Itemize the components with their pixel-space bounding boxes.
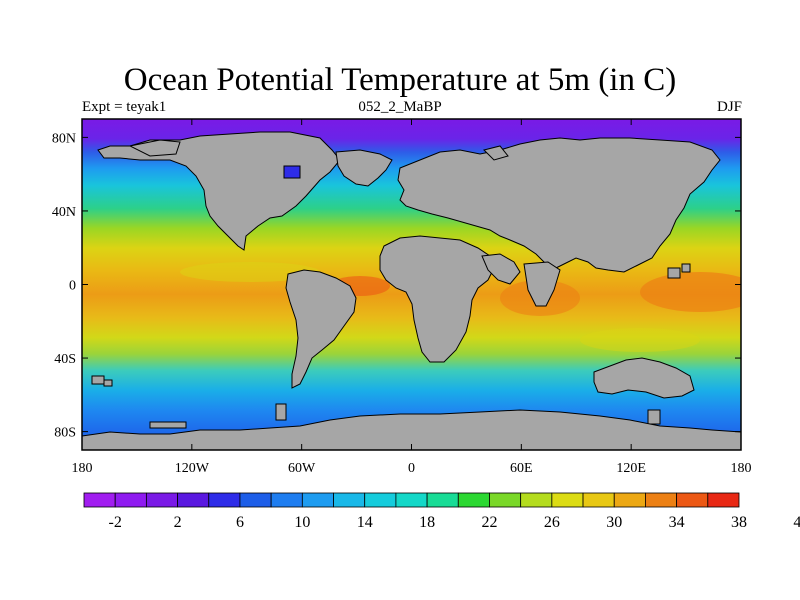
- colorbar-swatch: [177, 492, 210, 508]
- lon-tick-label: 180: [731, 461, 752, 476]
- colorbar-swatch: [395, 492, 428, 508]
- colorbar-swatch: [457, 492, 490, 508]
- lat-tick-label: 80S: [54, 426, 76, 441]
- lat-tick-label: 80N: [52, 131, 76, 146]
- colorbar-swatch: [145, 492, 178, 508]
- colorbar-swatch: [239, 492, 272, 508]
- colorbar: -226101418222630343842: [83, 492, 800, 531]
- land-masses: [82, 131, 741, 450]
- colorbar-label: -2: [109, 514, 122, 531]
- colorbar-swatch: [707, 492, 740, 508]
- antarctica: [82, 409, 741, 450]
- colorbar-swatch: [489, 492, 522, 508]
- colorbar-swatch: [208, 492, 241, 508]
- north-america: [97, 131, 341, 251]
- colorbar-swatch: [333, 492, 366, 508]
- eurasia: [397, 137, 721, 273]
- lat-tick-label: 40N: [52, 205, 76, 220]
- lat-tick-label: 40S: [54, 352, 76, 367]
- colorbar-label: 6: [236, 514, 244, 531]
- map-title: Ocean Potential Temperature at 5m (in C): [123, 62, 677, 98]
- colorbar-label: 30: [606, 514, 622, 531]
- colorbar-swatch: [83, 492, 116, 508]
- colorbar-swatch: [676, 492, 709, 508]
- experiment-label: Expt = teyak1: [82, 99, 167, 115]
- colorbar-label: 38: [731, 514, 747, 531]
- colorbar-swatch: [582, 492, 615, 508]
- lon-tick-label: 120W: [175, 461, 210, 476]
- greenland: [335, 149, 393, 187]
- temperature-field: [82, 119, 741, 450]
- colorbar-swatch: [613, 492, 646, 508]
- colorbar-swatch: [426, 492, 459, 508]
- period-label: 052_2_MaBP: [358, 99, 442, 115]
- lat-tick-label: 0: [69, 279, 76, 294]
- arabia: [481, 253, 521, 285]
- colorbar-swatch: [551, 492, 584, 508]
- colorbar-swatch: [270, 492, 303, 508]
- colorbar-swatch: [364, 492, 397, 508]
- colorbar-label: 18: [419, 514, 435, 531]
- season-label: DJF: [716, 99, 742, 115]
- lon-ticks: 180 120W 60W 0 60E 120E 180: [72, 119, 752, 476]
- colorbar-swatch: [645, 492, 678, 508]
- colorbar-label: 22: [481, 514, 497, 531]
- lon-tick-label: 0: [408, 461, 415, 476]
- lat-ticks: 80N 40N 0 40S 80S: [52, 131, 741, 441]
- india: [523, 261, 561, 307]
- colorbar-swatch: [114, 492, 147, 508]
- south-america: [285, 269, 357, 389]
- colorbar-swatch: [520, 492, 553, 508]
- lon-tick-label: 60E: [510, 461, 533, 476]
- colorbar-label: 34: [669, 514, 685, 531]
- lon-tick-label: 60W: [288, 461, 316, 476]
- colorbar-label: 42: [793, 514, 800, 531]
- colorbar-label: 10: [294, 514, 310, 531]
- australia: [593, 357, 695, 399]
- colorbar-label: 26: [544, 514, 560, 531]
- lon-tick-label: 120E: [616, 461, 646, 476]
- lon-tick-label: 180: [72, 461, 93, 476]
- africa: [379, 235, 495, 363]
- colorbar-label: 14: [357, 514, 373, 531]
- colorbar-label: 2: [174, 514, 182, 531]
- colorbar-swatch: [301, 492, 334, 508]
